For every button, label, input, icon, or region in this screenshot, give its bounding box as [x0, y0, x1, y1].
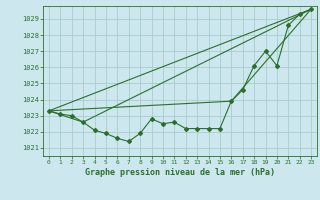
X-axis label: Graphe pression niveau de la mer (hPa): Graphe pression niveau de la mer (hPa) — [85, 168, 275, 177]
